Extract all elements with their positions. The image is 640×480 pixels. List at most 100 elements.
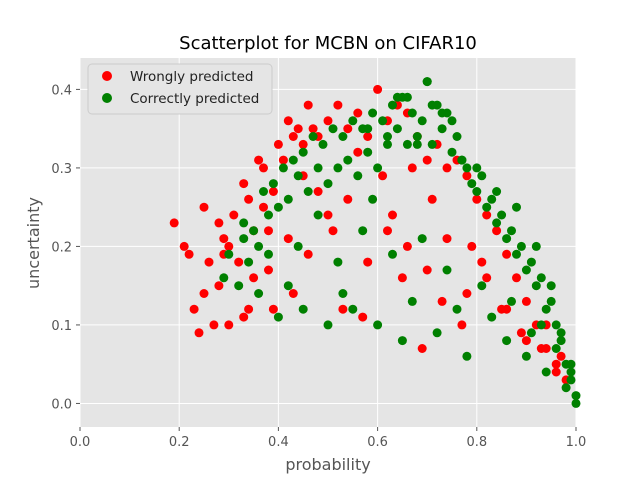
wrong-point <box>397 273 407 283</box>
wrong-point <box>308 124 318 134</box>
correct-point <box>571 398 581 408</box>
correct-point <box>516 241 526 251</box>
wrong-point <box>283 116 293 126</box>
wrong-point <box>328 226 338 236</box>
correct-point <box>278 163 288 173</box>
correct-point <box>239 234 249 244</box>
grid <box>79 58 577 427</box>
correct-point <box>492 187 502 196</box>
correct-point <box>293 171 303 181</box>
correct-point <box>392 92 402 102</box>
correct-point <box>521 265 531 275</box>
correct-point <box>308 132 318 141</box>
wrong-point <box>521 336 531 346</box>
correct-point <box>348 116 358 126</box>
correct-point <box>502 234 512 244</box>
wrong-point <box>288 289 298 298</box>
wrong-point <box>457 320 467 330</box>
correct-point <box>546 281 556 291</box>
x-tick-label: 0.6 <box>367 435 388 450</box>
correct-point <box>333 163 343 173</box>
x-tick-label: 1.0 <box>566 435 587 450</box>
correct-point <box>373 320 383 330</box>
correct-point <box>417 234 427 244</box>
wrong-point <box>259 163 268 173</box>
correct-point <box>487 312 497 322</box>
correct-point <box>273 202 283 212</box>
wrong-point <box>184 249 194 259</box>
x-tick-label: 0.4 <box>268 435 289 450</box>
axis-ticks: 0.0 0.2 0.4 0.6 0.8 1.0 0.0 0.1 0.2 0.3 0.4 <box>51 83 586 450</box>
correct-point <box>388 249 397 259</box>
correct-point <box>373 163 383 173</box>
correct-point <box>427 139 437 149</box>
correct-point <box>546 296 556 306</box>
correct-point <box>328 124 338 134</box>
wrong-point <box>323 210 333 220</box>
correct-point <box>551 320 561 330</box>
wrong-point <box>551 359 561 369</box>
correct-point <box>392 124 402 134</box>
wrong-point <box>194 328 204 338</box>
wrong-point <box>169 218 179 228</box>
wrong-point <box>204 257 214 267</box>
wrong-point <box>482 210 492 220</box>
correct-point <box>383 139 392 149</box>
correct-point <box>427 100 437 110</box>
wrong-point <box>437 296 447 306</box>
wrong-point <box>536 344 546 353</box>
correct-point <box>383 132 392 141</box>
correct-point <box>551 344 561 353</box>
wrong-point <box>323 116 333 126</box>
wrong-point <box>224 320 234 330</box>
correct-point <box>388 100 397 110</box>
correct-point <box>442 265 452 275</box>
correct-point <box>353 171 363 181</box>
y-tick-label: 0.1 <box>51 319 72 334</box>
wrong-point <box>338 304 348 314</box>
correct-point <box>259 187 268 196</box>
correct-point <box>358 226 368 236</box>
correct-point <box>467 179 477 189</box>
correct-point <box>526 328 536 338</box>
correct-point <box>512 202 521 212</box>
wrong-point <box>477 257 487 267</box>
wrong-point <box>363 132 373 141</box>
correct-point <box>561 383 571 393</box>
wrong-point <box>333 100 343 110</box>
wrong-point <box>303 249 313 259</box>
wrong-point <box>259 202 268 212</box>
wrong-point <box>383 226 392 236</box>
legend: Wrongly predicted Correctly predicted <box>87 63 273 115</box>
correct-point <box>521 351 531 361</box>
wrong-point <box>516 328 526 338</box>
series-1 <box>219 77 581 408</box>
correct-point <box>268 179 278 189</box>
wrong-point <box>313 187 323 196</box>
wrong-point <box>353 108 363 118</box>
correct-point <box>313 210 323 220</box>
x-tick-label: 0.2 <box>169 435 190 450</box>
correct-point <box>497 210 507 220</box>
correct-point <box>402 92 412 102</box>
wrong-point <box>467 241 477 251</box>
correct-point <box>452 132 462 141</box>
wrong-point <box>239 179 249 189</box>
correct-point <box>318 139 328 149</box>
wrong-point <box>214 218 224 228</box>
correct-point <box>293 241 303 251</box>
y-tick-label: 0.2 <box>51 240 72 255</box>
wrong-point <box>521 296 531 306</box>
wrong-point <box>209 320 219 330</box>
correct-point <box>536 273 546 283</box>
x-axis-label: probability <box>285 455 370 474</box>
correct-point <box>338 132 348 141</box>
wrong-point <box>422 265 432 275</box>
correct-point <box>422 77 432 87</box>
wrong-point <box>353 147 363 157</box>
correct-point <box>283 194 293 204</box>
correct-point <box>224 249 234 259</box>
correct-point <box>417 116 427 126</box>
wrong-point <box>234 257 244 267</box>
